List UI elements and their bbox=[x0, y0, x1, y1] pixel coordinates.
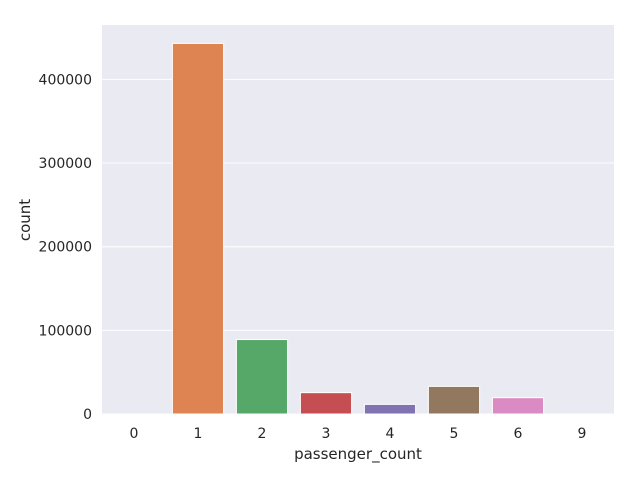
bar-4 bbox=[363, 403, 417, 415]
y-tick-label: 0 bbox=[83, 407, 92, 423]
y-tick-labels: 0 100000 200000 300000 400000 bbox=[39, 72, 92, 423]
x-tick-label: 4 bbox=[386, 426, 395, 442]
x-tick-label: 5 bbox=[450, 426, 459, 442]
y-tick-label: 200000 bbox=[39, 240, 92, 256]
x-tick-label: 2 bbox=[258, 426, 267, 442]
x-tick-label: 3 bbox=[322, 426, 331, 442]
y-tick-label: 400000 bbox=[39, 72, 92, 88]
x-axis-label: passenger_count bbox=[294, 445, 422, 464]
x-tick-label: 0 bbox=[130, 426, 139, 442]
y-axis-label: count bbox=[16, 199, 34, 241]
bar-2 bbox=[235, 339, 289, 415]
bars bbox=[107, 42, 609, 415]
x-tick-label: 9 bbox=[578, 426, 587, 442]
bar-1 bbox=[171, 42, 225, 415]
bar-5 bbox=[427, 385, 481, 415]
bar-6 bbox=[491, 397, 545, 415]
x-tick-label: 6 bbox=[514, 426, 523, 442]
y-tick-label: 100000 bbox=[39, 323, 92, 339]
y-tick-label: 300000 bbox=[39, 156, 92, 172]
x-tick-label: 1 bbox=[194, 426, 203, 442]
bar-3 bbox=[299, 392, 353, 415]
x-tick-labels: 0 1 2 3 4 5 6 9 bbox=[130, 426, 587, 442]
